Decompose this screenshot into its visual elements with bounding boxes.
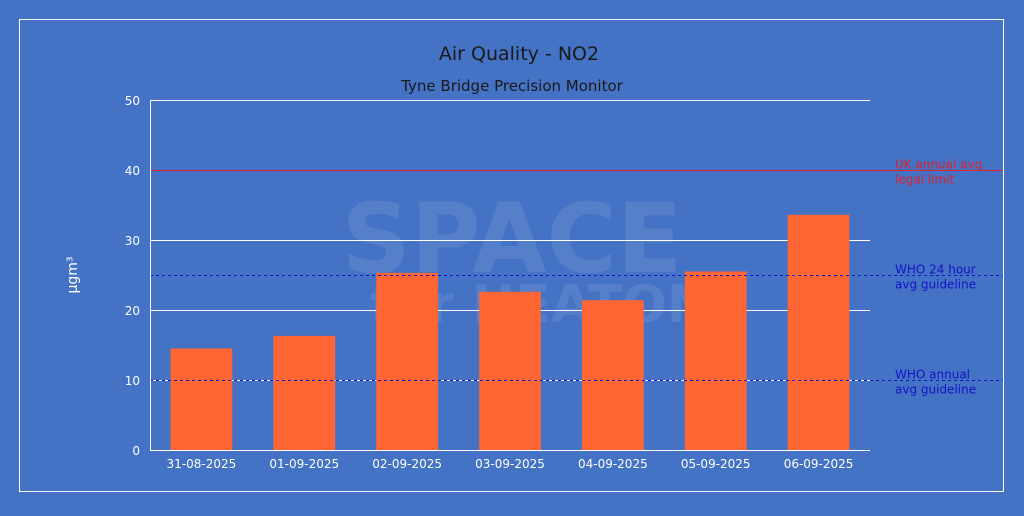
reference-label-0: UK annual avg <box>895 158 982 172</box>
chart-title: Air Quality - NO2 <box>439 43 599 65</box>
y-tick-label: 50 <box>125 94 140 108</box>
x-tick-label: 06-09-2025 <box>784 457 854 471</box>
x-tick-label: 05-09-2025 <box>681 457 751 471</box>
y-tick-label: 10 <box>125 374 140 388</box>
bar-01-09-2025 <box>273 335 336 450</box>
bar-02-09-2025 <box>376 272 438 450</box>
y-tick-label: 0 <box>132 444 140 458</box>
x-tick-label: 01-09-2025 <box>269 457 339 471</box>
bar-03-09-2025 <box>479 291 541 450</box>
reference-label-1: WHO 24 hour <box>895 263 976 277</box>
bar-04-09-2025 <box>582 300 644 450</box>
reference-label-0: legal limit <box>895 173 955 187</box>
bar-05-09-2025 <box>684 271 747 450</box>
bars <box>170 214 850 450</box>
bar-06-09-2025 <box>787 214 850 450</box>
reference-label-2: avg guideline <box>895 383 976 397</box>
y-tick-label: 40 <box>125 164 140 178</box>
bar-31-08-2025 <box>170 348 233 450</box>
x-tick-label: 31-08-2025 <box>167 457 237 471</box>
x-tick-label: 02-09-2025 <box>372 457 442 471</box>
y-tick-label: 30 <box>125 234 140 248</box>
reference-label-1: avg guideline <box>895 278 976 292</box>
x-tick-label: 03-09-2025 <box>475 457 545 471</box>
reference-label-2: WHO annual <box>895 368 970 382</box>
x-tick-label: 04-09-2025 <box>578 457 648 471</box>
axes: 0 10 20 30 40 50 31-08-2025 01-09-2025 02-09-202… <box>125 94 870 471</box>
y-axis-label: μgm³ <box>65 256 81 293</box>
chart-subtitle: Tyne Bridge Precision Monitor <box>400 77 623 95</box>
chart-frame <box>19 19 1004 492</box>
y-tick-label: 20 <box>125 304 140 318</box>
